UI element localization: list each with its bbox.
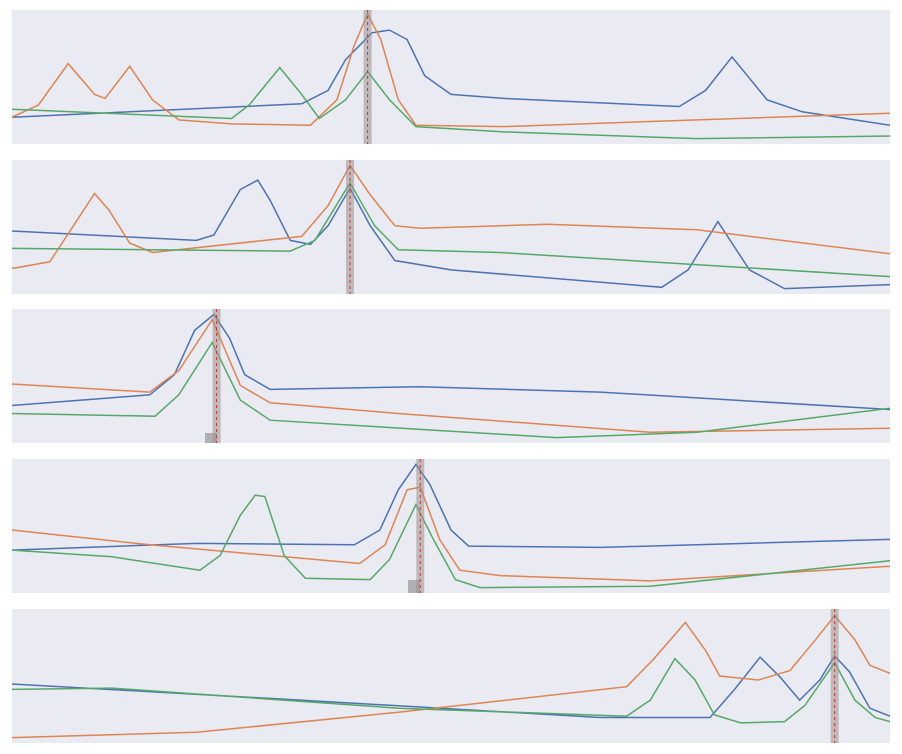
series-line — [11, 29, 891, 126]
series-line — [11, 163, 891, 270]
series-line — [11, 614, 891, 739]
series-line — [11, 318, 891, 434]
series-line — [11, 181, 891, 278]
series-line — [11, 654, 891, 719]
plot-background — [12, 10, 890, 144]
series-line — [11, 66, 891, 140]
plot-background — [12, 609, 890, 743]
series-line — [11, 340, 891, 439]
series-line — [11, 657, 891, 724]
plot-background — [12, 309, 890, 443]
range-block — [205, 433, 217, 443]
series-line — [11, 494, 891, 589]
series-line — [11, 463, 891, 551]
series-line — [11, 486, 891, 582]
series-line — [11, 12, 891, 128]
series-line — [11, 313, 891, 411]
